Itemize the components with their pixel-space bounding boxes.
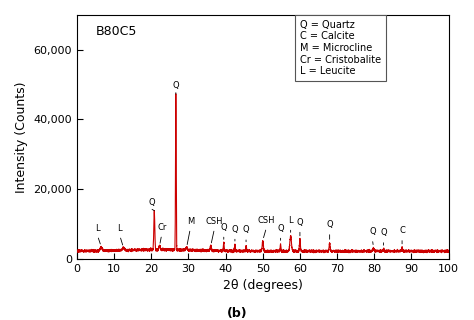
Text: Q: Q [232,225,238,234]
Text: Cr: Cr [157,223,166,232]
Text: Q: Q [220,223,227,232]
Text: (b): (b) [227,307,247,320]
Text: CSH: CSH [258,216,275,225]
Text: Q: Q [149,197,155,206]
Text: C: C [399,226,405,235]
Text: L: L [95,224,100,233]
Text: L: L [288,216,293,225]
Y-axis label: Intensity (Counts): Intensity (Counts) [15,81,28,193]
Text: Q: Q [173,81,179,90]
Text: Q: Q [380,228,387,237]
X-axis label: 2θ (degrees): 2θ (degrees) [223,279,303,292]
Text: B80C5: B80C5 [96,25,137,38]
Text: Q = Quartz
C = Calcite
M = Microcline
Cr = Cristobalite
L = Leucite: Q = Quartz C = Calcite M = Microcline Cr… [300,20,381,76]
Text: Q: Q [297,218,303,227]
Text: Q: Q [243,225,249,235]
Text: Q: Q [326,220,333,229]
Text: L: L [118,224,122,233]
Text: Q: Q [369,227,376,236]
Text: CSH: CSH [206,217,223,226]
Text: Q: Q [277,224,284,233]
Text: M: M [187,217,194,226]
